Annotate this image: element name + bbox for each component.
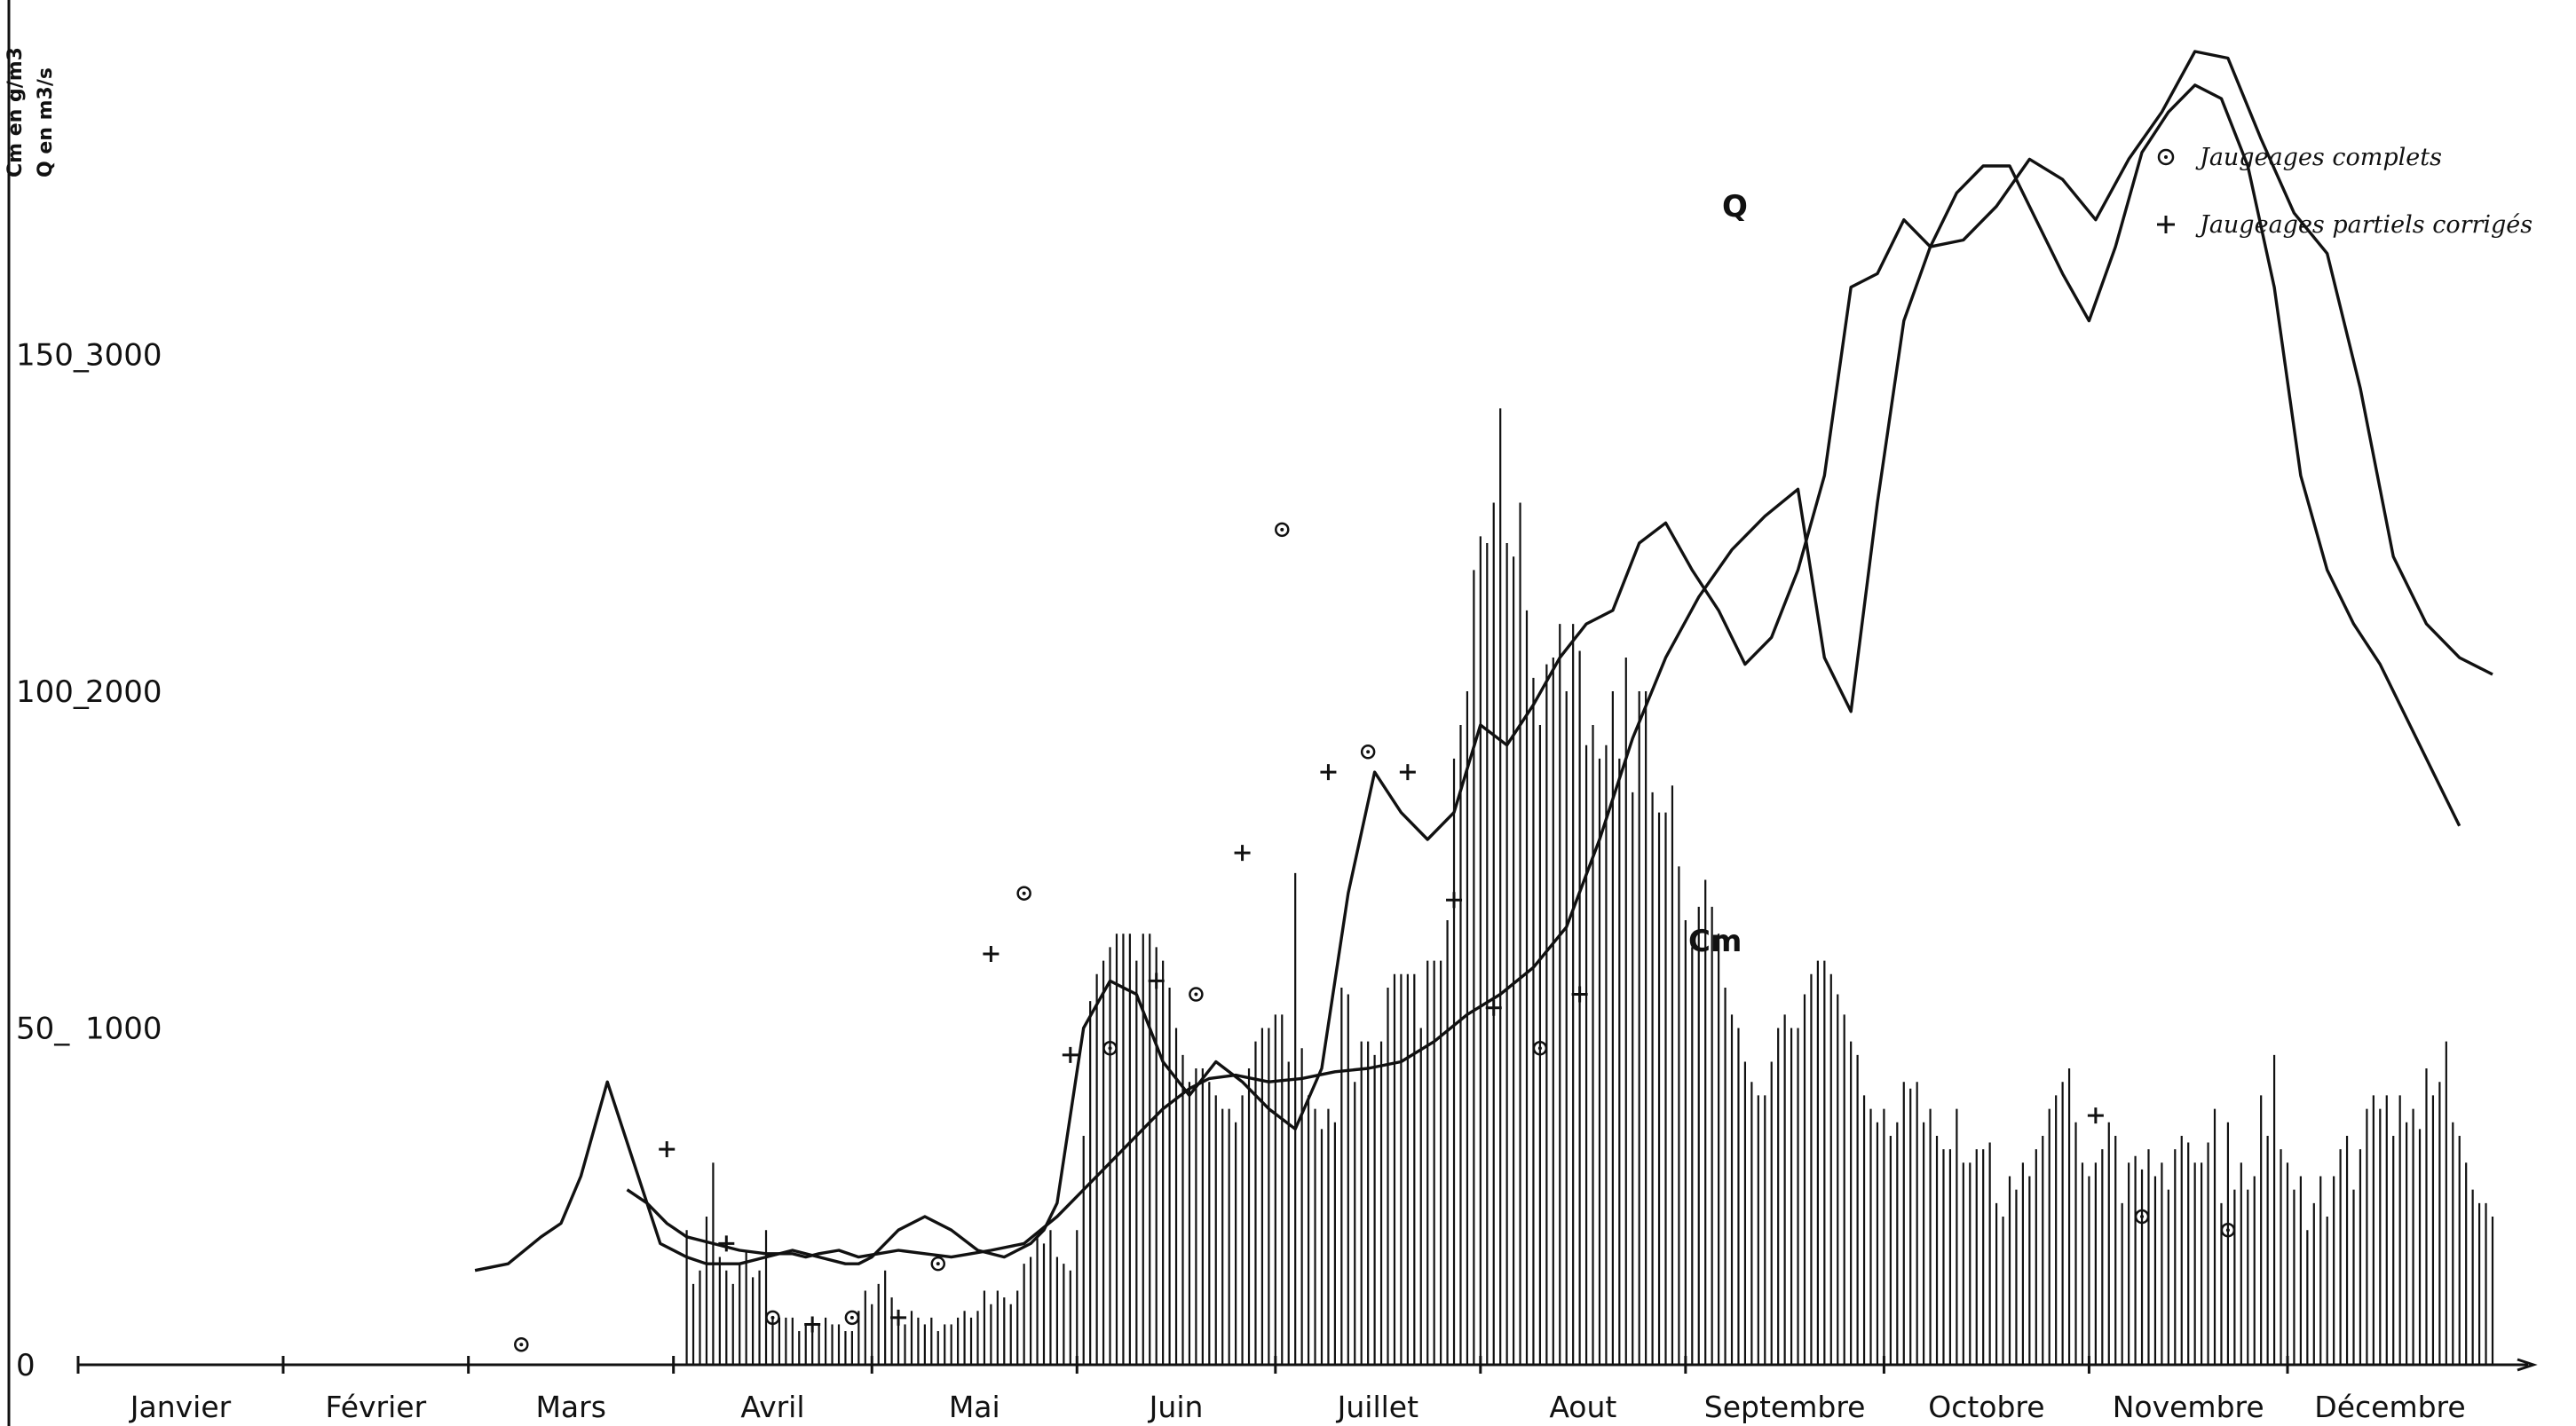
month-label: Novembre <box>2113 1390 2264 1424</box>
gauge-complete-marker <box>930 1256 946 1272</box>
gauge-partial-marker <box>659 1141 676 1158</box>
gauge-complete-dot <box>1194 992 1198 997</box>
month-label: Mars <box>535 1390 605 1424</box>
gauge-partial-marker <box>2087 1107 2104 1124</box>
gauge-complete-dot <box>936 1262 940 1266</box>
gauge-complete-dot <box>2225 1228 2230 1233</box>
gauge-complete-marker <box>514 1336 529 1352</box>
month-label: Février <box>326 1390 427 1424</box>
cm-series-label: Cm <box>1688 924 1742 959</box>
gauge-complete-dot <box>1366 750 1371 754</box>
gauge-complete-marker <box>1532 1041 1548 1056</box>
gauge-complete-dot <box>1280 527 1284 532</box>
gauge-complete-marker <box>1360 745 1376 760</box>
y-tick-label-cm: 100_ <box>16 674 90 710</box>
y-tick-label-q: 2000 <box>85 674 162 710</box>
y-tick-label-cm: 150_ <box>16 338 90 374</box>
month-label: Décembre <box>2314 1390 2465 1424</box>
month-label: Septembre <box>1704 1390 1866 1424</box>
month-label: Juillet <box>1336 1390 1418 1424</box>
legend-plus-icon <box>2157 216 2175 233</box>
gauge-complete-dot <box>1537 1046 1542 1051</box>
gauge-partial-marker <box>804 1316 821 1333</box>
gauge-complete-marker <box>1102 1041 1118 1056</box>
gauge-complete-marker <box>2134 1209 2150 1225</box>
q-series-label: Q <box>1722 189 1748 225</box>
gauge-partial-marker <box>1148 973 1165 989</box>
y-tick-label-q: 3000 <box>85 338 162 374</box>
daily-bars <box>685 408 2494 1365</box>
legend-circle-icon <box>2157 148 2175 166</box>
gauge-partial-marker <box>1485 999 1502 1016</box>
gauge-partial-marker <box>890 1309 907 1326</box>
gauge-complete-dot <box>770 1315 775 1320</box>
gauge-partial-marker <box>983 946 1000 963</box>
gauge-complete-marker <box>1016 886 1031 901</box>
gauge-partial-marker <box>1062 1046 1079 1063</box>
gauge-partial-marker <box>1399 764 1416 781</box>
series-lines <box>474 50 2493 1272</box>
text-labels: Cm en g/m3 Q en m3/s Janvier Février Mars A… <box>4 47 2466 1424</box>
y-axis-label-cm: Cm en g/m3 <box>4 47 27 177</box>
gauge-partial-marker <box>1320 764 1337 781</box>
legend-label-complete: Jaugeages complets <box>2195 144 2442 171</box>
gauge-complete-dot <box>519 1343 524 1347</box>
month-label: Octobre <box>1928 1390 2044 1424</box>
y-axis-label-q: Q en m3/s <box>35 67 57 177</box>
gauge-complete-dot <box>1022 891 1026 895</box>
gauge-markers <box>514 522 2236 1352</box>
y-tick-label-cm: 50_ <box>16 1012 70 1047</box>
month-label: Aout <box>1549 1390 1616 1424</box>
gauge-complete-marker <box>765 1310 780 1326</box>
gauge-complete-marker <box>844 1310 860 1326</box>
legend: Jaugeages complets Jaugeages partiels cor… <box>2157 144 2533 239</box>
gauge-complete-marker <box>1275 522 1290 538</box>
gauge-complete-marker <box>2220 1222 2236 1238</box>
x-axis-arrow <box>2517 1358 2538 1372</box>
gauge-complete-dot <box>849 1315 854 1320</box>
gauge-complete-dot <box>2140 1215 2145 1219</box>
gauge-partial-marker <box>1571 986 1588 1003</box>
gauge-partial-marker <box>1234 845 1251 862</box>
gauge-complete-dot <box>1108 1046 1112 1051</box>
month-label: Mai <box>949 1390 1000 1424</box>
gauge-partial-marker <box>1446 892 1463 909</box>
gauge-partial-marker <box>718 1235 735 1252</box>
y-tick-label-cm: 0 <box>16 1348 36 1383</box>
month-label: Avril <box>740 1390 804 1424</box>
legend-label-partial: Jaugeages partiels corrigés <box>2195 211 2533 239</box>
q-line <box>626 50 2493 1259</box>
gauge-complete-marker <box>1189 987 1204 1002</box>
month-label: Janvier <box>129 1390 232 1424</box>
month-label: Juin <box>1148 1390 1204 1424</box>
legend-circle-dot-icon <box>2164 155 2168 159</box>
y-tick-label-q: 1000 <box>85 1012 162 1047</box>
